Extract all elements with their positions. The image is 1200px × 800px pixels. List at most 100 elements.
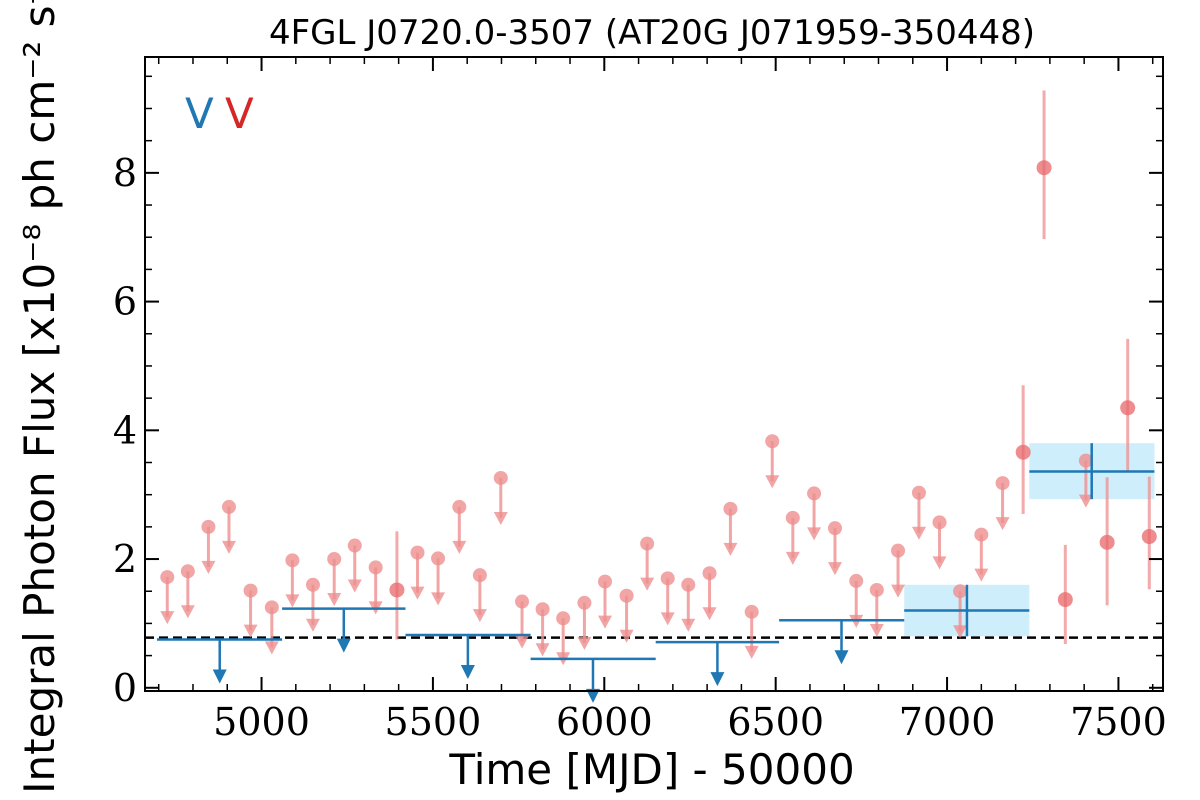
red-upper-limit-point bbox=[932, 515, 947, 530]
y-tick-label: 2 bbox=[113, 537, 137, 581]
blue-upper-limit-head bbox=[710, 672, 725, 687]
red-upper-limit-point bbox=[535, 602, 550, 617]
plot-frame bbox=[144, 56, 1164, 692]
x-axis-label: Time [MJD] - 50000 bbox=[448, 745, 854, 794]
red-upper-limit-head bbox=[264, 641, 279, 655]
y-tick-label: 8 bbox=[113, 151, 137, 195]
red-upper-limit-point bbox=[368, 560, 383, 575]
red-upper-limit-head bbox=[953, 625, 968, 639]
red-upper-limit-head bbox=[869, 623, 884, 637]
red-upper-limit-head bbox=[995, 517, 1010, 531]
red-upper-limit-point bbox=[619, 588, 634, 603]
red-upper-limit-point bbox=[347, 538, 362, 553]
red-upper-limit-head bbox=[702, 607, 717, 621]
red-upper-limit-point bbox=[431, 551, 446, 566]
y-tick-label: 0 bbox=[113, 666, 137, 710]
x-tick-label: 6000 bbox=[556, 700, 653, 744]
red-upper-limit-point bbox=[640, 536, 655, 551]
x-tick-label: 5500 bbox=[385, 700, 482, 744]
red-upper-limit-point bbox=[597, 574, 612, 589]
red-upper-limit-point bbox=[180, 564, 195, 579]
plot-area: 5000 5500 6000 6500 7000 7500 0 2 4 6 8 bbox=[113, 56, 1167, 744]
legend: V V bbox=[185, 89, 254, 138]
red-detection-point bbox=[1015, 444, 1031, 460]
red-detection-point bbox=[1099, 534, 1115, 550]
red-upper-limit-point bbox=[995, 476, 1010, 491]
red-upper-limit-point bbox=[702, 566, 717, 581]
red-upper-limit-head bbox=[305, 618, 320, 632]
red-upper-limit-head bbox=[535, 643, 550, 657]
y-axis-label: Integral Photon Flux [x10⁻⁸ ph cm⁻² s⁻¹] bbox=[15, 0, 64, 794]
red-upper-limit-point bbox=[472, 568, 487, 583]
red-upper-limit-point bbox=[285, 553, 300, 568]
red-upper-limit-head bbox=[827, 562, 842, 576]
red-upper-limit-point bbox=[493, 470, 508, 485]
red-upper-limit-point bbox=[974, 527, 989, 542]
red-upper-limit-point bbox=[221, 499, 236, 514]
red-detection-point bbox=[1141, 529, 1157, 545]
red-upper-limit-point bbox=[765, 434, 780, 449]
x-tick-label: 7000 bbox=[899, 700, 996, 744]
red-upper-limit-point bbox=[891, 543, 906, 558]
red-upper-limit-point bbox=[953, 584, 968, 599]
red-upper-limit-head bbox=[744, 645, 759, 659]
blue-upper-limit-head bbox=[212, 669, 227, 684]
blue-upper-limit-head bbox=[336, 638, 351, 653]
red-upper-limit-point bbox=[515, 594, 530, 609]
red-upper-limit-point bbox=[327, 552, 342, 567]
red-upper-limit-point bbox=[681, 577, 696, 592]
red-upper-limit-head bbox=[327, 593, 342, 607]
blue-upper-limit-head bbox=[460, 665, 475, 680]
red-upper-limit-point bbox=[410, 545, 425, 560]
red-upper-limit-point bbox=[785, 510, 800, 525]
red-detection-point bbox=[1120, 400, 1136, 416]
y-tick-label: 6 bbox=[113, 280, 137, 324]
blue-upper-limit-head bbox=[585, 688, 600, 703]
x-tick-label: 7500 bbox=[1070, 700, 1167, 744]
red-upper-limit-point bbox=[1078, 453, 1093, 468]
red-upper-limit-head bbox=[911, 526, 926, 540]
red-upper-limit-head bbox=[640, 577, 655, 591]
red-upper-limit-point bbox=[452, 499, 467, 514]
red-upper-limit-head bbox=[243, 624, 258, 638]
red-upper-limit-head bbox=[597, 615, 612, 629]
red-upper-limit-head bbox=[180, 605, 195, 619]
red-upper-limit-head bbox=[221, 540, 236, 554]
legend-mark-red: V bbox=[225, 89, 254, 138]
red-upper-limit-point bbox=[744, 604, 759, 619]
red-upper-limit-head bbox=[201, 560, 216, 574]
red-upper-limit-head bbox=[1078, 494, 1093, 508]
red-upper-limit-point bbox=[869, 582, 884, 597]
red-upper-limit-point bbox=[556, 611, 571, 626]
red-upper-limit-head bbox=[681, 618, 696, 632]
y-tick-label: 4 bbox=[113, 408, 137, 452]
red-upper-limit-point bbox=[660, 571, 675, 586]
red-upper-limit-head bbox=[785, 551, 800, 565]
red-upper-limit-point bbox=[911, 485, 926, 500]
red-upper-limit-point bbox=[201, 519, 216, 534]
red-upper-limit-point bbox=[849, 573, 864, 588]
red-upper-limit-point bbox=[723, 501, 738, 516]
red-upper-limit-head bbox=[891, 584, 906, 598]
red-upper-limit-head bbox=[431, 592, 446, 606]
red-upper-limit-head bbox=[472, 609, 487, 623]
red-upper-limit-point bbox=[807, 486, 822, 501]
red-upper-limit-point bbox=[827, 521, 842, 536]
red-detection-point bbox=[389, 582, 405, 598]
red-upper-limit-head bbox=[932, 556, 947, 570]
red-upper-limit-point bbox=[243, 583, 258, 598]
legend-mark-blue: V bbox=[185, 89, 214, 138]
red-upper-limit-point bbox=[577, 595, 592, 610]
red-upper-limit-head bbox=[410, 586, 425, 600]
red-upper-limit-head bbox=[807, 527, 822, 541]
red-upper-limit-point bbox=[160, 570, 175, 585]
x-tick-label: 6500 bbox=[727, 700, 824, 744]
x-tick-label: 5000 bbox=[213, 700, 310, 744]
red-detection-point bbox=[1057, 592, 1073, 608]
blue-upper-limit-head bbox=[834, 650, 849, 665]
red-detection-point bbox=[1036, 160, 1052, 176]
red-upper-limit-head bbox=[723, 542, 738, 556]
red-upper-limit-head bbox=[452, 540, 467, 554]
